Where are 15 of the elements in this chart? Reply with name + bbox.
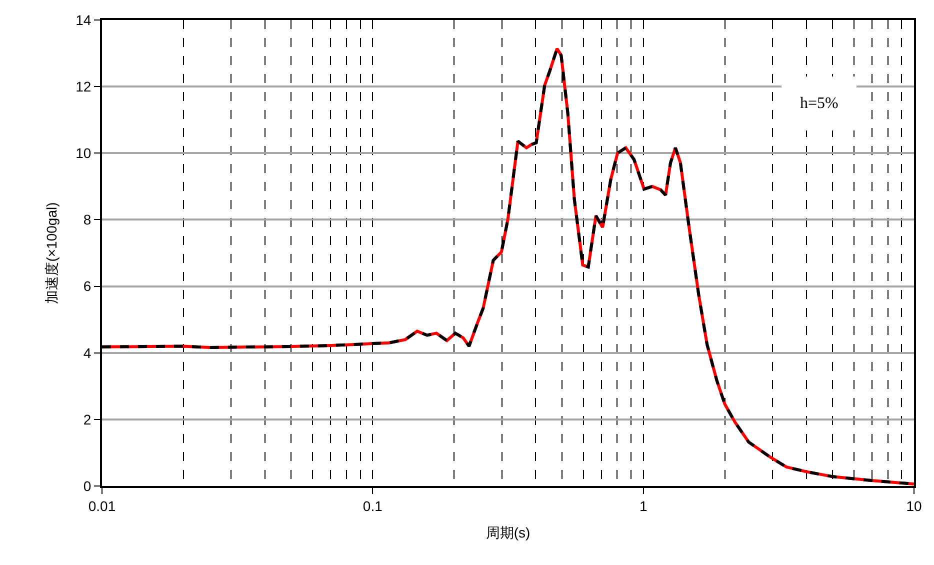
y-tick-label: 14 bbox=[76, 12, 92, 28]
y-tick-label: 0 bbox=[83, 478, 92, 494]
y-tick-label: 2 bbox=[83, 411, 92, 428]
y-axis-title: 加速度(×100gal) bbox=[44, 202, 60, 304]
x-tick-label: 1 bbox=[639, 498, 648, 514]
x-tick-label: 10 bbox=[906, 498, 922, 514]
x-tick-label: 0.1 bbox=[362, 498, 383, 514]
y-tick-label: 12 bbox=[76, 78, 92, 94]
y-tick-label: 8 bbox=[83, 212, 92, 228]
y-tick-label: 4 bbox=[83, 344, 92, 361]
y-tick-label: 10 bbox=[76, 145, 92, 162]
x-axis-title: 周期(s) bbox=[486, 524, 530, 541]
x-tick-label: 0.01 bbox=[88, 498, 116, 514]
annotation: h=5% bbox=[800, 95, 838, 112]
y-tick-label: 6 bbox=[83, 278, 92, 294]
